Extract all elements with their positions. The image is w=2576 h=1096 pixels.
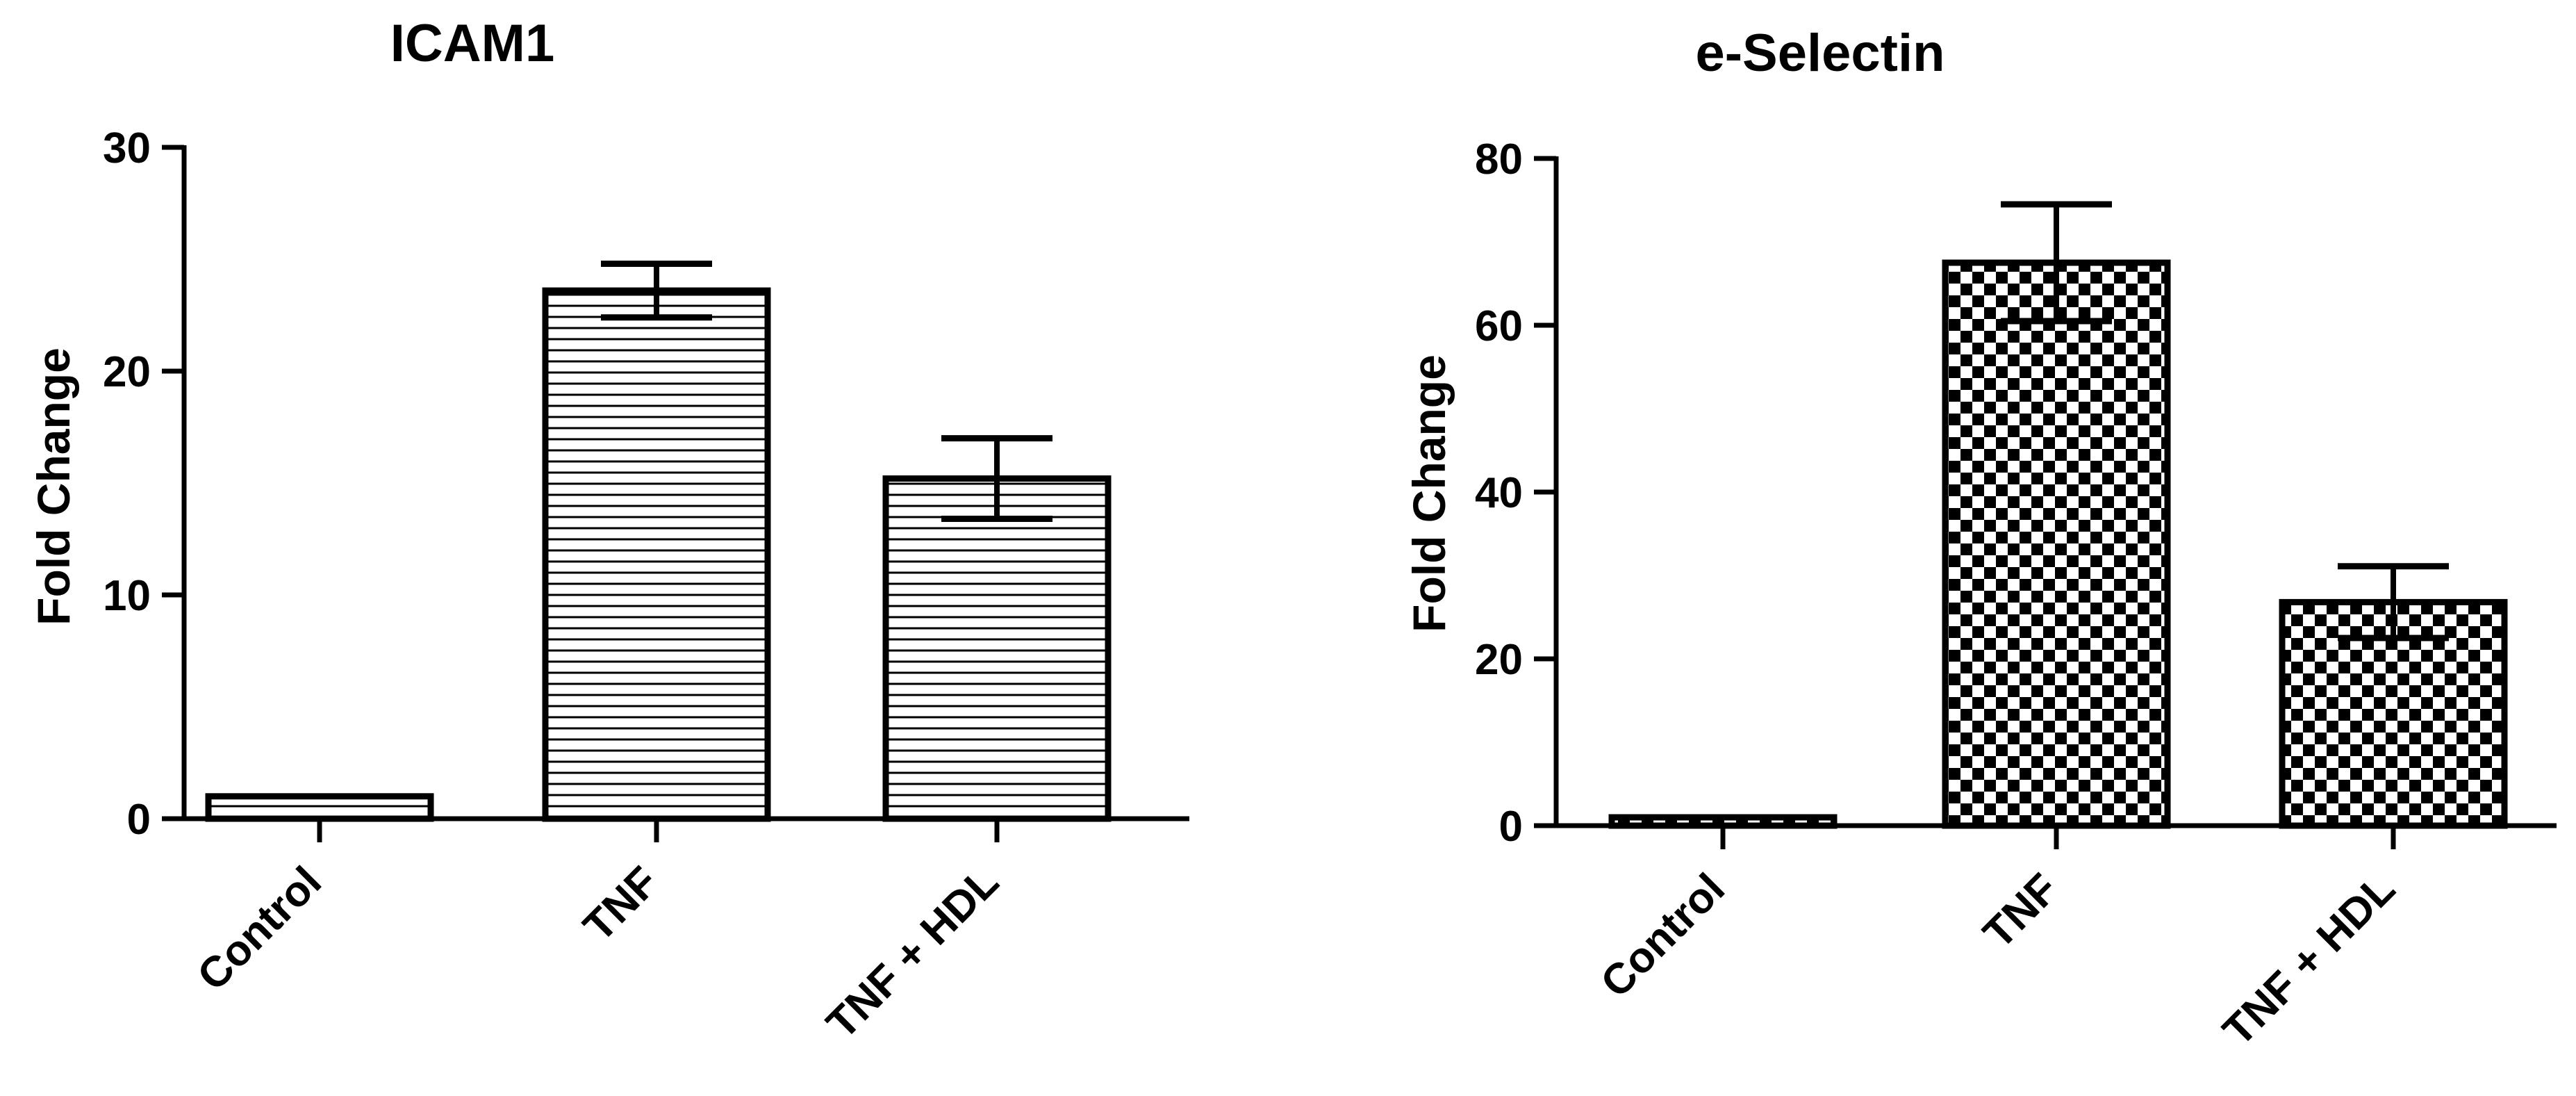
bars [1608,259,2508,829]
y-ticks: 0 20 40 60 80 [1475,136,1556,851]
error-bar [2001,201,2112,325]
x-tick-label: TNF + HDL [818,858,1008,1048]
y-tick-label: 0 [127,796,151,844]
x-ticks: Control TNF TNF + HDL [1592,826,2404,1055]
chart-title: e-Selectin [1695,24,1945,83]
y-tick-label: 20 [103,348,151,396]
y-tick-label: 80 [1475,136,1523,183]
error-bar [941,435,1052,523]
error-bar [601,260,712,321]
x-ticks: Control TNF TNF + HDL [188,819,1008,1048]
y-tick-label: 0 [1499,803,1523,851]
y-axis-label: Fold Change [1403,354,1455,632]
x-tick-label: Control [188,858,331,1000]
y-tick-label: 40 [1475,469,1523,517]
bar-tnf-hdl [882,475,1112,822]
x-tick-label: Control [1592,865,1734,1007]
bar-tnf [1942,259,2171,829]
y-ticks: 0 10 20 30 [103,124,184,844]
error-bars [601,260,1052,523]
y-tick-label: 30 [103,124,151,172]
bar-control [205,793,434,822]
x-tick-label: TNF [575,858,668,951]
error-bar [2338,563,2449,641]
y-tick-label: 60 [1475,302,1523,350]
e-selectin-panel: e-Selectin Fold Change 0 20 40 60 80 Control… [1403,24,2557,1055]
y-axis-label: Fold Change [28,347,79,625]
chart-title: ICAM1 [390,14,554,73]
y-tick-label: 20 [1475,636,1523,684]
error-bars [2001,201,2449,641]
x-tick-label: TNF + HDL [2214,865,2404,1055]
bar-tnf [542,287,771,822]
y-tick-label: 10 [103,572,151,620]
icam1-panel: ICAM1 Fold Change 0 10 20 30 Control TNF TNF … [28,14,1189,1048]
bars [205,287,1112,822]
x-tick-label: TNF [1974,865,2067,958]
